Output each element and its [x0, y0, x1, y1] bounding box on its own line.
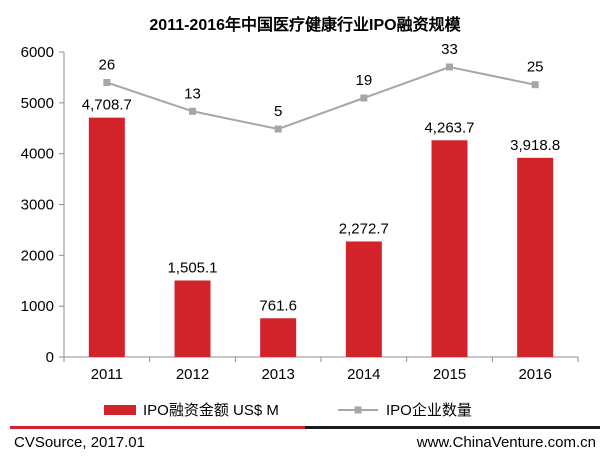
legend-line-marker [354, 406, 362, 414]
count-point-2011 [103, 79, 111, 86]
bar-2011 [88, 117, 125, 357]
bar-value-label: 2,272.7 [339, 220, 389, 237]
count-value-label: 19 [355, 72, 372, 89]
count-line [106, 65, 536, 131]
legend-bar-label: IPO融资金额 US$ M [143, 402, 279, 419]
x-tick-label: 2015 [433, 366, 466, 383]
count-value-label: 33 [441, 41, 458, 58]
legend-bar-swatch [104, 405, 136, 415]
bar-value-label: 4,263.7 [424, 119, 474, 136]
y-tick-label: 0 [46, 349, 54, 366]
count-point-2015 [446, 63, 453, 71]
count-value-label: 13 [184, 85, 201, 102]
y-tick-label: 5000 [21, 95, 54, 112]
bar-2014 [345, 241, 382, 357]
bar-2012 [174, 280, 211, 357]
bar-value-label: 1,505.1 [167, 259, 217, 276]
bar-2016 [517, 157, 554, 357]
footer-divider [10, 426, 600, 429]
y-tick-label: 1000 [21, 298, 54, 315]
x-tick-label: 2013 [261, 366, 294, 383]
chart-title: 2011-2016年中国医疗健康行业IPO融资规模 [149, 15, 461, 34]
y-tick-label: 4000 [21, 146, 54, 163]
count-value-label: 5 [274, 103, 282, 120]
footer-source: CVSource, 2017.01 [14, 434, 145, 451]
x-tick-label: 2014 [347, 366, 380, 383]
footer-website[interactable]: www.ChinaVenture.com.cn [416, 434, 596, 451]
bar-2013 [260, 318, 297, 357]
y-tick-label: 2000 [21, 247, 54, 264]
count-point-2012 [189, 107, 196, 115]
bar-value-label: 4,708.7 [82, 97, 132, 114]
y-tick-label: 6000 [21, 44, 54, 61]
x-tick-label: 2012 [176, 366, 209, 383]
bar-value-label: 761.6 [259, 297, 297, 314]
count-value-label: 25 [527, 59, 544, 76]
y-tick-label: 3000 [21, 197, 54, 214]
legend-line-label: IPO企业数量 [386, 401, 472, 419]
bar-value-label: 3,918.8 [510, 137, 560, 154]
count-value-label: 26 [98, 57, 115, 74]
count-point-2014 [360, 94, 368, 102]
x-tick-label: 2016 [518, 366, 551, 383]
count-point-2016 [531, 81, 539, 89]
x-tick-label: 2011 [91, 366, 123, 383]
count-point-2013 [274, 125, 282, 133]
bar-2015 [431, 140, 468, 357]
